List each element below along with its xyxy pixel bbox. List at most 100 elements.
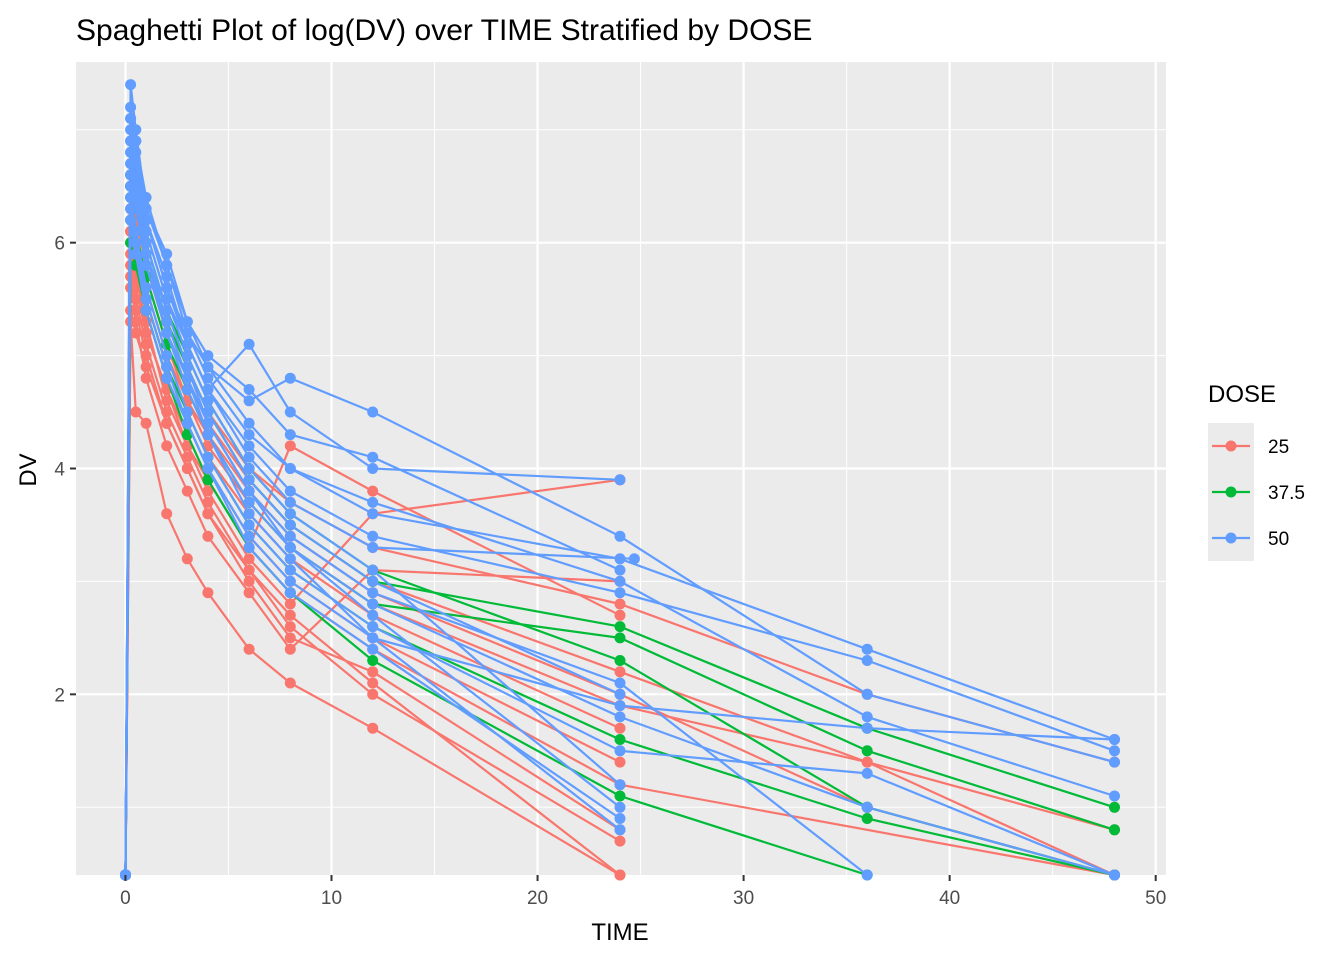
- data-point: [614, 564, 626, 576]
- data-point: [202, 474, 214, 486]
- data-point: [861, 722, 873, 734]
- data-point: [1109, 801, 1120, 813]
- data-point: [367, 666, 379, 678]
- data-point: [861, 767, 873, 779]
- data-point: [367, 621, 379, 633]
- data-point: [130, 169, 142, 181]
- data-point: [614, 575, 626, 587]
- data-point: [202, 463, 214, 474]
- data-point: [284, 564, 296, 576]
- data-point: [614, 632, 626, 644]
- data-point: [367, 508, 379, 520]
- data-point: [161, 271, 173, 282]
- data-point: [202, 395, 214, 407]
- y-tick-label: 6: [54, 234, 65, 255]
- data-point: [367, 677, 379, 689]
- data-point: [614, 609, 626, 621]
- data-point: [284, 429, 296, 441]
- data-point: [284, 598, 296, 610]
- data-point: [367, 643, 379, 655]
- data-point: [367, 587, 379, 599]
- data-point: [367, 485, 379, 497]
- data-point: [284, 553, 296, 565]
- data-point: [1109, 756, 1120, 768]
- series-50: [120, 79, 1120, 881]
- data-point: [614, 655, 626, 666]
- data-point: [367, 564, 379, 576]
- data-point: [367, 609, 379, 621]
- data-point: [181, 485, 193, 497]
- data-point: [125, 146, 137, 158]
- data-point: [202, 508, 214, 520]
- data-point: [367, 530, 379, 542]
- data-point: [202, 530, 214, 542]
- data-point: [243, 542, 255, 553]
- data-point: [614, 688, 626, 700]
- x-tick-label: 40: [939, 888, 960, 909]
- data-point: [243, 395, 255, 407]
- data-point: [861, 756, 873, 768]
- data-point: [202, 429, 214, 441]
- data-point: [284, 496, 296, 508]
- data-point: [130, 406, 142, 418]
- data-point: [243, 496, 255, 508]
- data-point: [367, 451, 379, 463]
- data-point: [243, 451, 255, 463]
- x-axis: 0 10 20 30 40 50: [120, 875, 1166, 909]
- data-point: [861, 643, 873, 655]
- data-point: [367, 598, 379, 610]
- data-point: [202, 587, 214, 599]
- data-point: [614, 869, 626, 881]
- data-point: [140, 372, 152, 384]
- data-point: [243, 429, 255, 441]
- data-point: [243, 463, 255, 474]
- x-tick-label: 0: [120, 888, 131, 909]
- data-point: [243, 485, 255, 497]
- data-point: [243, 643, 255, 655]
- data-point: [1109, 824, 1120, 836]
- data-point: [861, 655, 873, 666]
- data-point: [614, 745, 626, 757]
- data-point: [861, 711, 873, 723]
- data-point: [284, 609, 296, 621]
- data-point: [243, 530, 255, 542]
- data-point: [614, 756, 626, 768]
- data-point: [181, 463, 193, 474]
- y-tick-label: 4: [54, 460, 65, 481]
- data-point: [243, 519, 255, 531]
- data-point: [1109, 734, 1120, 745]
- data-point: [614, 722, 626, 734]
- data-point: [243, 474, 255, 486]
- data-point: [243, 338, 255, 350]
- legend: DOSE 25 37.5 50: [1208, 381, 1305, 561]
- data-point: [614, 734, 626, 745]
- data-point: [284, 485, 296, 497]
- data-point: [243, 384, 255, 395]
- data-point: [243, 508, 255, 520]
- data-point: [161, 372, 173, 384]
- data-point: [202, 350, 214, 362]
- x-axis-title: TIME: [591, 919, 648, 946]
- data-point: [367, 542, 379, 553]
- data-point: [243, 564, 255, 576]
- data-point: [243, 440, 255, 452]
- legend-key-point: [1225, 440, 1237, 452]
- data-point: [861, 869, 873, 881]
- data-point: [243, 575, 255, 587]
- data-point: [202, 485, 214, 497]
- data-point: [181, 417, 193, 429]
- data-point: [125, 79, 137, 91]
- data-point: [284, 406, 296, 418]
- data-point: [284, 530, 296, 542]
- data-point: [614, 779, 626, 791]
- chart-title: Spaghetti Plot of log(DV) over TIME Stra…: [76, 14, 812, 47]
- y-axis: 2 4 6: [54, 234, 76, 706]
- data-point: [614, 530, 626, 542]
- data-point: [202, 384, 214, 395]
- data-point: [243, 587, 255, 599]
- data-point: [284, 508, 296, 520]
- data-point: [284, 519, 296, 531]
- data-point: [284, 463, 296, 474]
- data-point: [614, 824, 626, 836]
- data-point: [284, 621, 296, 633]
